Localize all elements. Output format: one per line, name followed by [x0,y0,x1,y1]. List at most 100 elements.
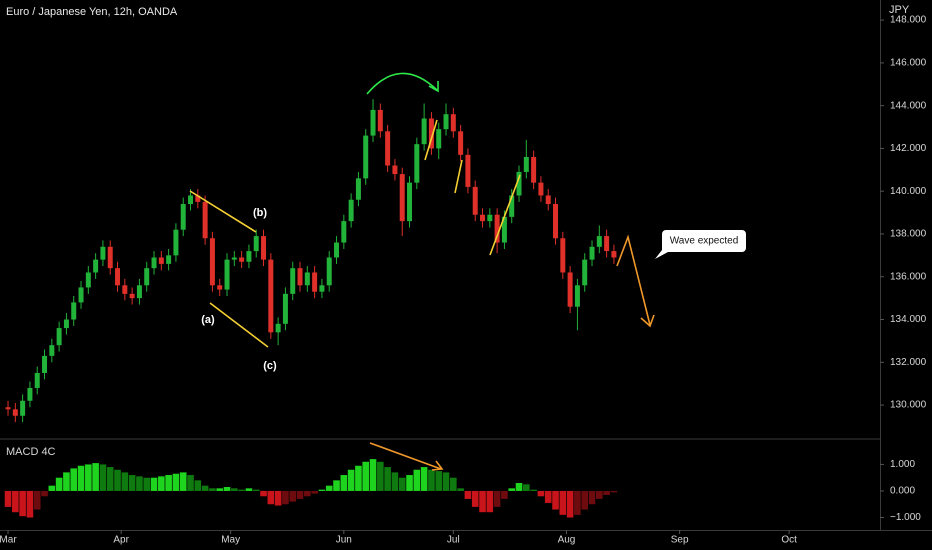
arrow-head [431,460,444,471]
candle-body [27,387,33,401]
candle-body [151,257,157,269]
trend-line [454,159,463,194]
y-tick-label: 144.000 [890,100,927,111]
candle-body [436,129,442,149]
candle-body [341,221,347,243]
candle-body [385,131,391,166]
candle-body [5,407,11,410]
candle-body [582,259,588,286]
trend-line [489,174,521,256]
macd-bar [406,475,413,491]
x-tick-label: Oct [781,535,797,546]
macd-bar [325,485,333,491]
y-tick-label: 130.000 [890,400,927,411]
trend-line [424,119,438,161]
macd-bar [4,490,12,507]
macd-bar [252,489,260,491]
candle-body [195,195,201,202]
candle-body [49,345,55,356]
x-tick-label: Jul [447,535,460,546]
macd-bar [311,490,318,494]
macd-bar [274,490,282,506]
macd-bar [172,473,180,491]
candle-body [596,236,602,247]
candle-body [180,204,186,230]
candle-body [261,236,267,260]
macd-bar [201,485,209,491]
macd-bar [464,490,472,499]
candle-body [100,246,106,260]
y-tick-label: 146.000 [890,58,927,69]
candle-body [443,114,449,130]
candle-body [239,257,245,262]
macd-bar [114,469,121,491]
macd-bar [179,472,187,491]
candle-body [480,214,486,222]
candle-body [538,182,544,196]
macd-bar [362,461,370,491]
y-tick-label: 136.000 [890,271,927,282]
candle-body [414,144,420,183]
macd-bar [121,472,129,491]
macd-bar [128,475,136,491]
candle-body [209,238,215,286]
macd-bar [245,488,253,491]
arrow-head [428,81,439,93]
y-tick-label: 132.000 [890,357,927,368]
macd-bar [391,472,399,491]
macd-bar [515,483,523,491]
candle-body [56,328,62,346]
candle-body [78,287,84,303]
callout-text: Wave expected [670,236,739,247]
y-tick-label: 0.000 [890,486,915,497]
macd-bar [574,490,581,515]
candle-body [458,131,464,155]
macd-bar [413,469,421,491]
divergence-line [369,442,442,470]
candle-body [334,242,340,258]
candle-body [407,182,413,222]
candle-body [348,199,354,222]
macd-bar [238,489,245,491]
candle-body [560,238,566,273]
macd-bar [559,490,567,515]
macd-bar [377,461,384,491]
candle-body [377,109,383,132]
wave-label: (b) [253,207,267,219]
macd-bar [435,471,443,491]
macd-bar [26,490,34,518]
arrow-head [640,314,655,328]
candle-body [107,246,113,269]
candle-body [494,214,500,243]
candle-body [355,178,361,200]
macd-bar [85,464,92,491]
x-tick-label: Apr [113,535,129,546]
macd-bar [92,463,99,491]
candle-body [523,156,529,172]
candle-body [392,165,398,175]
candle-body [231,257,237,260]
arc-arrow [366,72,438,95]
macd-bar [588,490,596,505]
candle-body [12,409,18,416]
x-tick-label: Sep [671,535,689,546]
macd-bar [231,488,238,491]
macd-bar [486,490,494,513]
trend-line [209,302,269,348]
macd-bar [428,469,435,491]
candle-body [253,236,259,252]
trend-line [189,190,257,233]
macd-bar [384,467,391,491]
macd-bar [194,480,202,491]
macd-bar [296,490,304,499]
macd-bar [333,480,340,491]
candle-body [115,268,121,286]
candle-body [246,251,252,262]
candle-body [122,285,128,294]
candle-body [501,216,507,243]
candle-body [20,400,26,416]
macd-bar [19,490,26,517]
chart-title: Euro / Japanese Yen, 12h, OANDA [6,6,178,18]
